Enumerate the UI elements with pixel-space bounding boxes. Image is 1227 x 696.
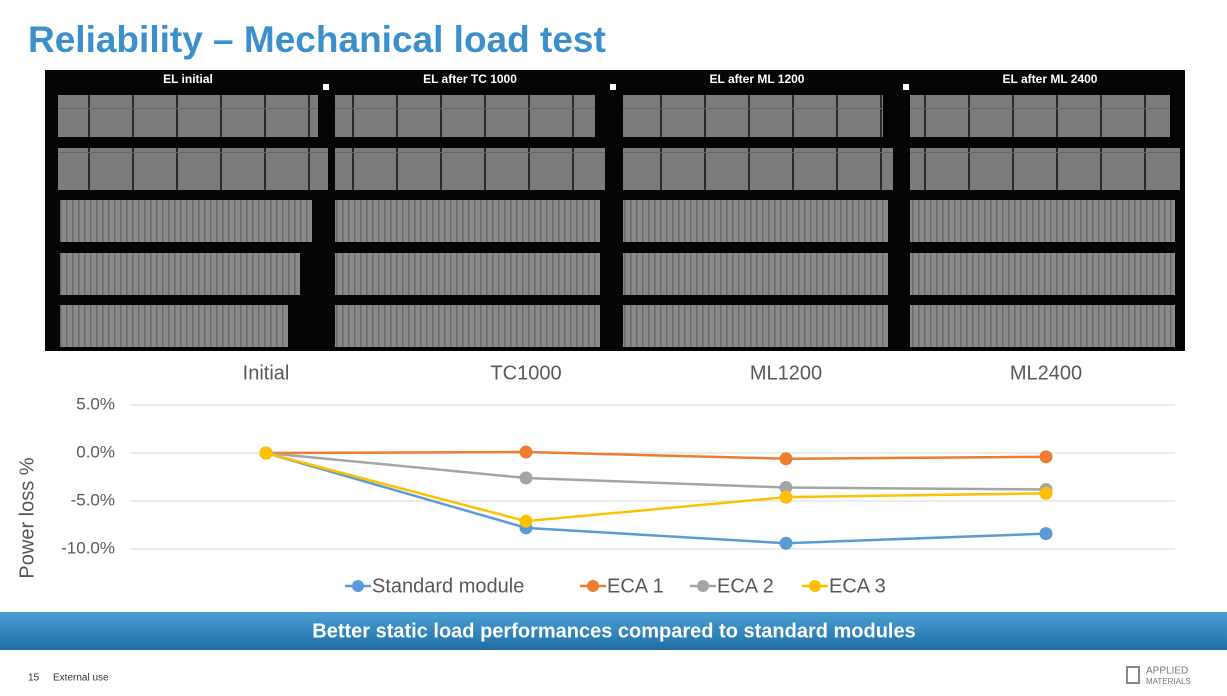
y-axis-label: Power loss % xyxy=(16,457,38,578)
marker xyxy=(323,84,329,90)
module xyxy=(58,148,328,190)
logo-text: APPLIED xyxy=(1146,666,1188,677)
module xyxy=(910,95,1170,137)
legend-marker xyxy=(352,580,364,592)
module xyxy=(58,95,318,137)
x-tick-label: TC1000 xyxy=(490,362,561,384)
panel-header: EL after ML 1200 xyxy=(710,72,805,86)
series-line xyxy=(265,451,1047,491)
module xyxy=(335,305,600,347)
y-tick-label: 0.0% xyxy=(76,442,115,461)
module xyxy=(60,305,288,347)
point xyxy=(519,471,533,485)
legend-marker xyxy=(809,580,821,592)
legend-label: ECA 3 xyxy=(829,575,886,597)
module xyxy=(335,148,605,190)
module xyxy=(60,253,300,295)
point xyxy=(519,445,533,459)
x-tick-label: ML1200 xyxy=(750,362,822,384)
module xyxy=(623,253,888,295)
series-line xyxy=(265,451,1047,523)
legend-label: Standard module xyxy=(372,575,524,597)
y-tick-label: 5.0% xyxy=(76,394,115,413)
series-line xyxy=(265,451,1047,545)
module xyxy=(910,200,1175,242)
point xyxy=(259,446,273,460)
marker xyxy=(610,84,616,90)
module xyxy=(910,148,1180,190)
module xyxy=(335,200,600,242)
module xyxy=(335,95,595,137)
legend-label: ECA 2 xyxy=(717,575,774,597)
point xyxy=(1039,450,1053,464)
module xyxy=(910,305,1175,347)
banner xyxy=(0,612,1227,650)
logo-text: MATERIALS xyxy=(1146,677,1191,686)
module xyxy=(910,253,1175,295)
banner-text: Better static load performances compared… xyxy=(312,620,916,642)
panel-header: EL initial xyxy=(163,72,213,86)
legend-label: ECA 1 xyxy=(607,575,664,597)
point xyxy=(779,452,793,466)
point xyxy=(519,514,533,528)
legend-marker xyxy=(697,580,709,592)
marker xyxy=(903,84,909,90)
x-tick-label: ML2400 xyxy=(1010,362,1082,384)
panel-header: EL after TC 1000 xyxy=(423,72,517,86)
panel-header: EL after ML 2400 xyxy=(1003,72,1098,86)
point xyxy=(779,536,793,550)
module xyxy=(60,200,312,242)
y-tick-label: -5.0% xyxy=(71,490,115,509)
page-number: 15 xyxy=(28,673,40,684)
footer-note: External use xyxy=(53,673,109,684)
module xyxy=(623,305,888,347)
module xyxy=(335,253,600,295)
point xyxy=(779,481,793,495)
slide-title: Reliability – Mechanical load test xyxy=(28,19,606,60)
logo-icon xyxy=(1126,666,1140,684)
legend-marker xyxy=(587,580,599,592)
module xyxy=(623,200,888,242)
module xyxy=(623,148,893,190)
point xyxy=(779,490,793,504)
series-line xyxy=(265,450,1047,461)
x-tick-label: Initial xyxy=(243,362,290,384)
el-modules: EL initial EL after TC 1000 EL after ML 12… xyxy=(58,72,1180,347)
point xyxy=(1039,527,1053,541)
point xyxy=(1039,486,1053,500)
module xyxy=(623,95,883,137)
y-tick-label: -10.0% xyxy=(61,538,115,557)
